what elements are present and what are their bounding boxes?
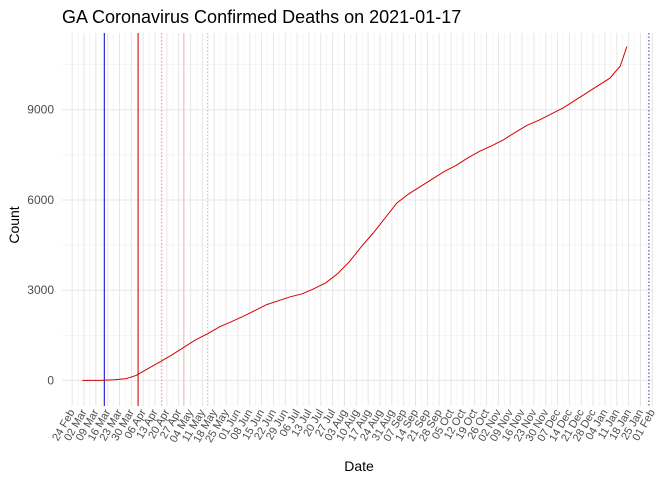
y-axis-title: Count — [6, 206, 22, 243]
reference-lines — [103, 33, 650, 406]
y-tick-label: 3000 — [27, 283, 54, 297]
y-tick-label: 0 — [47, 373, 54, 387]
y-tick-label: 6000 — [27, 193, 54, 207]
y-tick-label: 9000 — [27, 103, 54, 117]
grid — [62, 33, 654, 406]
series-layer — [82, 46, 628, 381]
series-line — [82, 46, 628, 381]
y-axis-ticks: 0 3000 6000 9000 — [27, 103, 54, 388]
chart-title: GA Coronavirus Confirmed Deaths on 2021-… — [62, 7, 461, 27]
x-axis-title: Date — [344, 458, 374, 474]
